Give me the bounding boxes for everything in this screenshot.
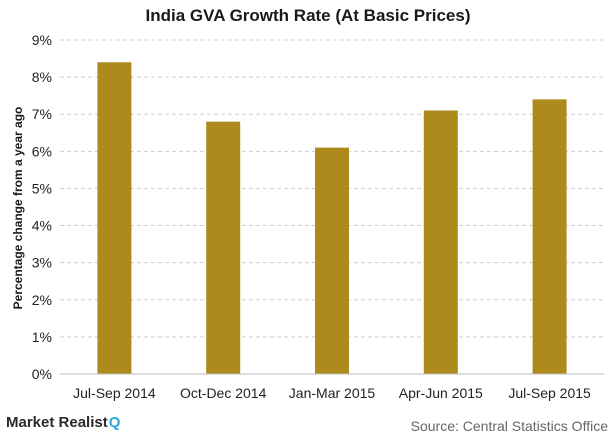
chart-title: India GVA Growth Rate (At Basic Prices) — [145, 6, 471, 25]
bar — [97, 62, 132, 375]
x-tick-label: Jul-Sep 2015 — [508, 385, 591, 401]
market-realist-logo: Market RealistQ — [6, 414, 120, 431]
x-tick-label: Jul-Sep 2014 — [73, 385, 156, 401]
y-tick-label: 9% — [32, 32, 52, 48]
y-axis-title: Percentage change from a year ago — [11, 107, 25, 310]
y-tick-label: 5% — [32, 180, 52, 196]
y-tick-label: 6% — [32, 143, 52, 159]
y-tick-label: 7% — [32, 106, 52, 122]
bar — [423, 110, 458, 374]
x-tick-label: Jan-Mar 2015 — [289, 385, 376, 401]
y-tick-label: 3% — [32, 255, 52, 271]
logo-mark-icon: Q — [108, 414, 121, 431]
logo-text: Market Realist — [6, 414, 108, 431]
source-note: Source: Central Statistics Office — [410, 418, 608, 434]
y-tick-label: 4% — [32, 218, 52, 234]
y-tick-label: 2% — [32, 292, 52, 308]
x-tick-label: Oct-Dec 2014 — [180, 385, 267, 401]
y-tick-label: 1% — [32, 329, 52, 345]
y-tick-label: 0% — [32, 366, 52, 382]
axes: 0% 1% 2% 3% 4% 5% 6% 7% 8% 9% Jul-Sep 2014 Oct-Dec … — [32, 32, 604, 401]
x-tick-label: Apr-Jun 2015 — [399, 385, 483, 401]
y-tick-label: 8% — [32, 69, 52, 85]
bar — [206, 121, 241, 375]
bar — [315, 147, 349, 374]
bars — [97, 62, 567, 375]
bar — [532, 99, 567, 374]
